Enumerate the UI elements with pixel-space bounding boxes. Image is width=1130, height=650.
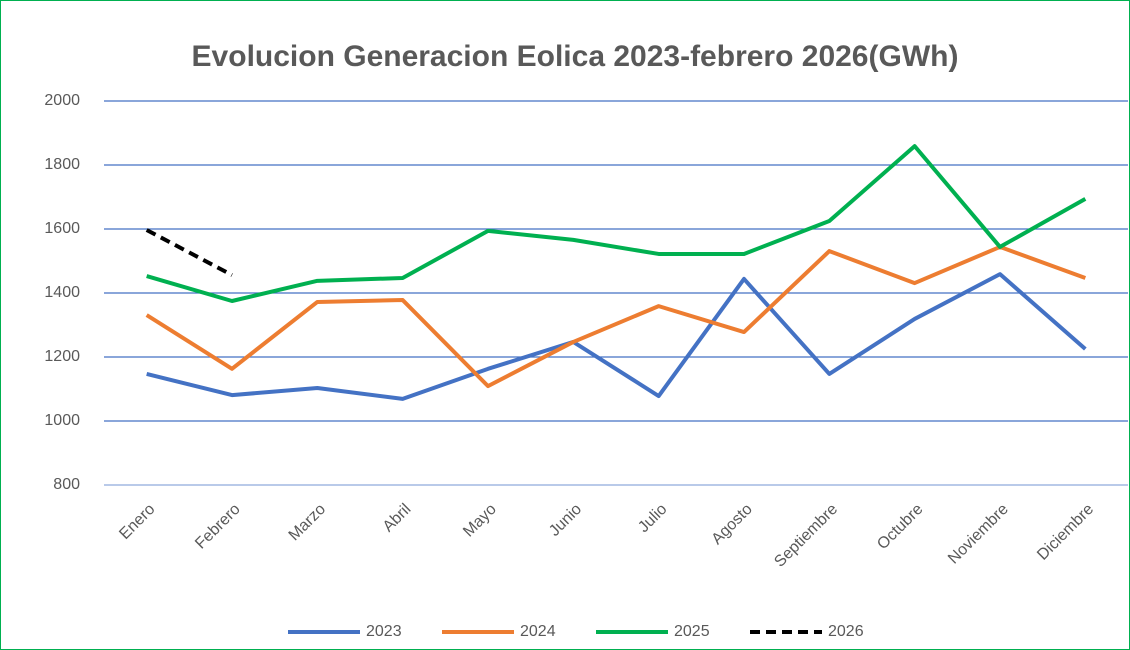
legend-label: 2023 — [366, 623, 402, 640]
series-line — [146, 144, 1087, 303]
y-tick-label: 1000 — [44, 412, 80, 429]
series-line — [145, 244, 1087, 389]
y-tick-label: 800 — [53, 476, 80, 493]
y-tick-label: 2000 — [44, 92, 80, 109]
legend-label: 2024 — [520, 623, 556, 640]
chart-title: Evolucion Generacion Eolica 2023-febrero… — [192, 40, 959, 73]
y-tick-label: 1600 — [44, 220, 80, 237]
series-line — [145, 228, 233, 277]
y-tick-label: 1400 — [44, 284, 80, 301]
series-line — [146, 272, 1087, 401]
legend-label: 2026 — [828, 623, 864, 640]
legend-label: 2025 — [674, 623, 710, 640]
y-tick-label: 1800 — [44, 156, 80, 173]
y-tick-label: 1200 — [44, 348, 80, 365]
